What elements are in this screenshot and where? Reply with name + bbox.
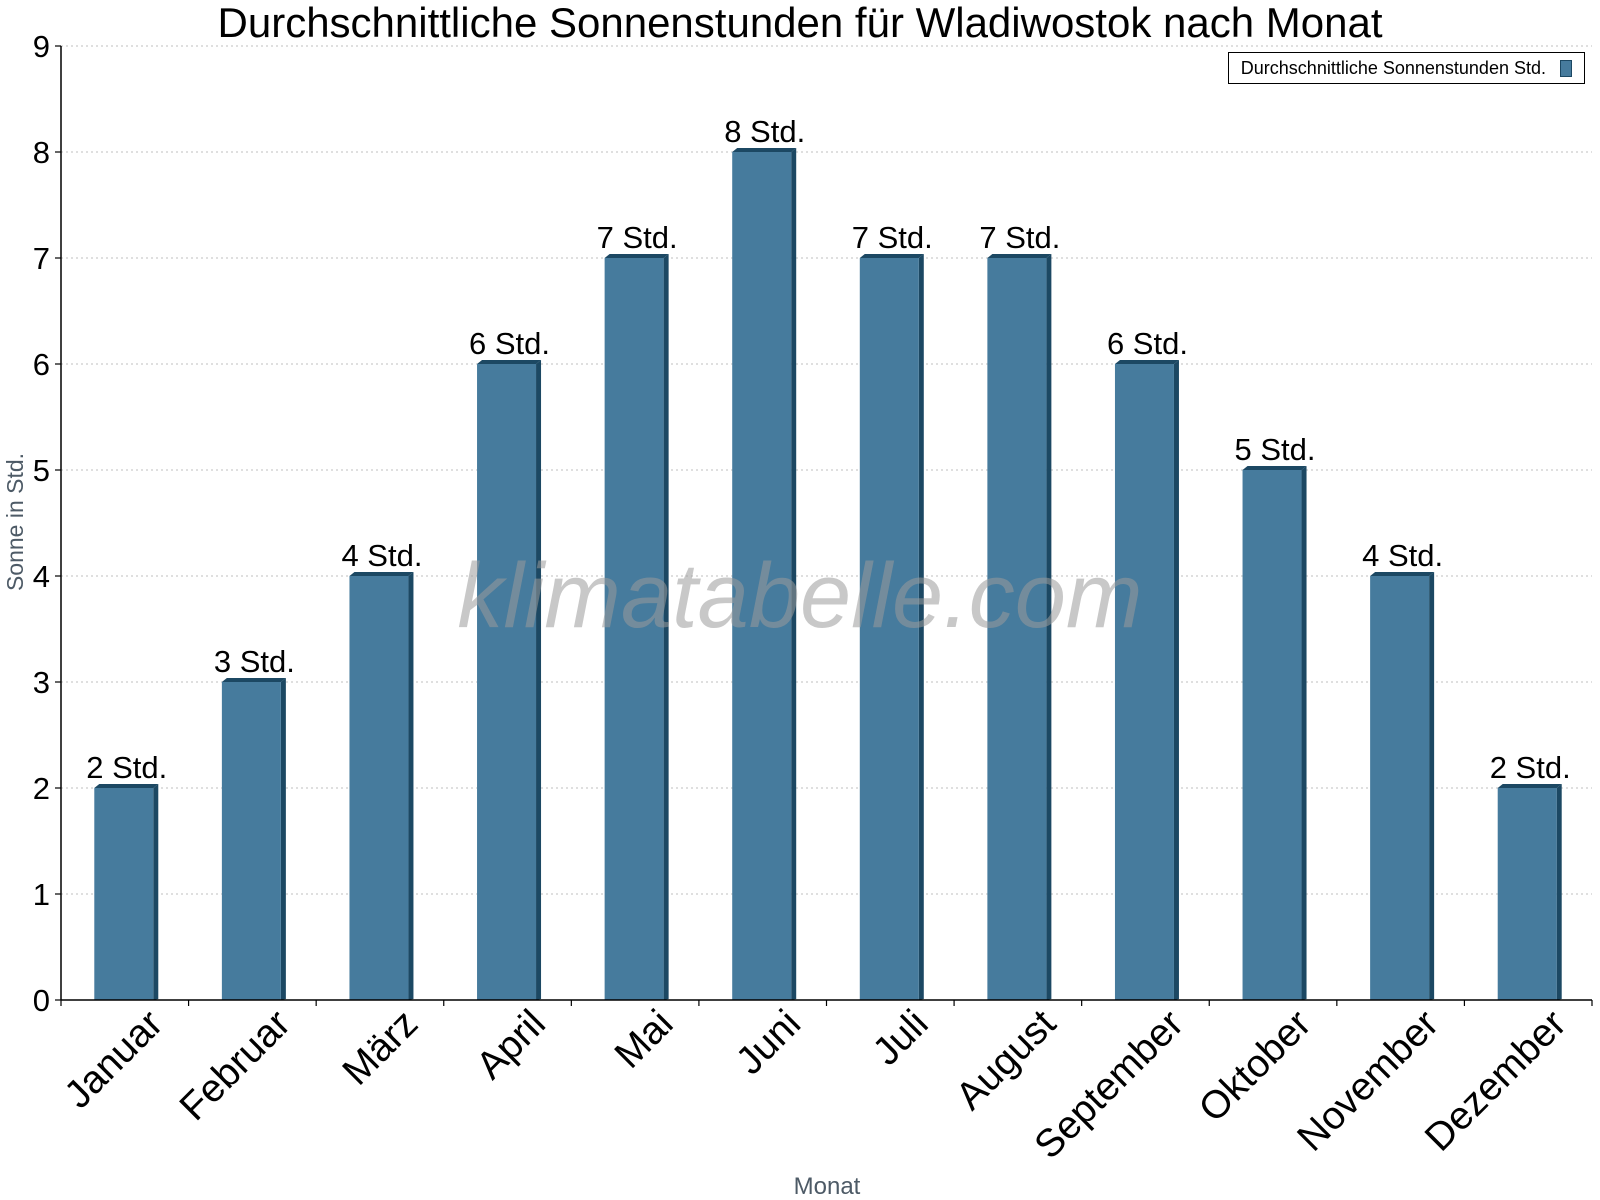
y-tick-label: 0 [33,983,50,1018]
y-tick-label: 2 [33,771,50,806]
data-label: 5 Std. [1235,432,1316,467]
data-labels: 2 Std. 3 Std. 4 Std. 6 Std. 7 Std. 8 Std. 7 St… [86,114,1570,785]
bar [1114,364,1174,1000]
bar-top [221,678,286,682]
data-label: 6 Std. [469,326,550,361]
y-tick-label: 5 [33,453,50,488]
y-tick-label: 7 [33,241,50,276]
bar-side [1173,360,1179,1000]
bar-top [349,572,414,576]
bar-group [94,148,1562,1000]
bar-side [1046,254,1052,1000]
bar [94,788,154,1000]
bar-side [1429,572,1435,1000]
data-label: 8 Std. [724,114,805,149]
bar-side [791,148,797,1000]
y-tick-label: 8 [33,135,50,170]
bar [477,364,537,1000]
x-tick-label: Februar [172,1002,299,1129]
bar-top [1370,572,1435,576]
bar [1497,788,1557,1000]
x-tick-labels: Januar Februar März April Mai Juni Juli AugustS… [56,1002,1574,1167]
data-label: 2 Std. [1490,750,1571,785]
bar [732,152,792,1000]
bar [221,682,281,1000]
data-label: 2 Std. [86,750,167,785]
data-label: 6 Std. [1107,326,1188,361]
bar-side [536,360,542,1000]
y-tick-label: 9 [33,29,50,64]
data-label: 4 Std. [341,538,422,573]
legend: Durchschnittliche Sonnenstunden Std. [1227,52,1585,84]
data-label: 7 Std. [852,220,933,255]
bar-top [1497,784,1562,788]
legend-swatch [1560,59,1572,77]
data-label: 7 Std. [979,220,1060,255]
y-axis-label: Sonne in Std. [2,453,28,591]
bar-top [477,360,542,364]
bar-side [918,254,924,1000]
bar-top [94,784,159,788]
bar-top [987,254,1052,258]
bar-side [280,678,286,1000]
x-axis-label: Monat [794,1173,861,1200]
bar-top [1114,360,1179,364]
axes [55,45,1593,1006]
bar [604,258,664,1000]
bar-top [604,254,669,258]
data-label: 3 Std. [214,644,295,679]
bar-side [1556,784,1562,1000]
bar-top [1242,466,1307,470]
x-tick-label: März [335,1002,427,1094]
bar-top [859,254,924,258]
bar [987,258,1047,1000]
watermark: klimatabelle.com [457,545,1142,647]
y-tick-label: 1 [33,877,50,912]
bar-top [732,148,797,152]
bar [1242,470,1302,1000]
x-tick-label: April [468,1002,554,1088]
x-tick-label: Juni [728,1002,809,1083]
bar [859,258,919,1000]
y-tick-label: 3 [33,665,50,700]
y-tick-label: 4 [33,559,50,594]
y-tick-label: 6 [33,347,50,382]
x-tick-label: Mai [607,1002,682,1077]
y-tick-labels: 0 1 2 3 4 5 6 7 8 9 [33,29,50,1018]
bar-side [153,784,159,1000]
data-label: 7 Std. [597,220,678,255]
data-label: 4 Std. [1362,538,1443,573]
x-tick-label: August [948,1002,1064,1118]
bar-side [1301,466,1307,1000]
bar [1370,576,1430,1000]
bar-side [408,572,414,1000]
x-tick-label: Juli [865,1002,937,1074]
bar-side [663,254,669,1000]
x-tick-label: Oktober [1191,1002,1320,1131]
x-tick-label: Dezember [1417,1002,1575,1160]
chart-title: Durchschnittliche Sonnenstunden für Wlad… [217,0,1383,46]
bar [349,576,409,1000]
legend-label: Durchschnittliche Sonnenstunden Std. [1240,57,1546,78]
x-tick-label: Januar [56,1002,171,1117]
grid-lines [61,45,1592,895]
